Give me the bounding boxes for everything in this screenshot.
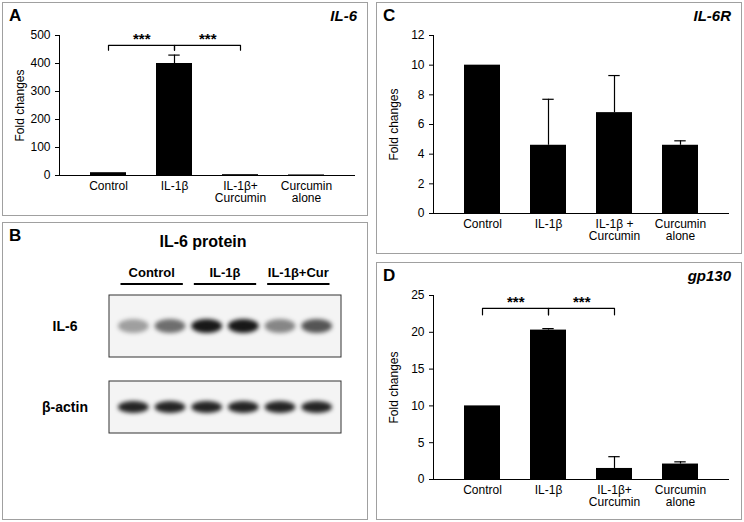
svg-text:2: 2 bbox=[418, 177, 425, 191]
svg-text:Fold changes: Fold changes bbox=[387, 88, 401, 160]
svg-text:8: 8 bbox=[418, 88, 425, 102]
svg-text:IL-1β +Curcumin: IL-1β +Curcumin bbox=[589, 217, 640, 243]
svg-text:***: *** bbox=[573, 293, 591, 310]
svg-text:6: 6 bbox=[418, 117, 425, 131]
svg-text:***: *** bbox=[507, 293, 525, 310]
svg-text:0: 0 bbox=[418, 206, 425, 220]
svg-text:IL-1β+Cur: IL-1β+Cur bbox=[268, 265, 329, 280]
svg-text:25: 25 bbox=[411, 288, 425, 302]
svg-text:Fold changes: Fold changes bbox=[387, 351, 401, 423]
svg-text:IL-1β+Curcumin: IL-1β+Curcumin bbox=[589, 483, 640, 509]
svg-text:Control: Control bbox=[129, 265, 175, 280]
html-text:gp130: gp130 bbox=[687, 267, 731, 284]
svg-text:Control: Control bbox=[463, 483, 502, 497]
svg-text:Control: Control bbox=[89, 179, 128, 193]
svg-text:5: 5 bbox=[418, 436, 425, 450]
svg-text:300: 300 bbox=[30, 84, 50, 98]
svg-text:10: 10 bbox=[411, 58, 425, 72]
svg-text:β-actin: β-actin bbox=[42, 399, 88, 415]
svg-text:***: *** bbox=[199, 30, 217, 47]
svg-text:100: 100 bbox=[30, 140, 50, 154]
svg-text:20: 20 bbox=[411, 325, 425, 339]
svg-text:200: 200 bbox=[30, 112, 50, 126]
svg-text:4: 4 bbox=[418, 147, 425, 161]
svg-text:IL-1β: IL-1β bbox=[161, 179, 189, 193]
svg-text:Fold changes: Fold changes bbox=[13, 69, 27, 141]
svg-text:***: *** bbox=[133, 30, 151, 47]
svg-text:IL-1β: IL-1β bbox=[535, 217, 563, 231]
svg-text:0: 0 bbox=[44, 168, 51, 182]
svg-text:IL-1β: IL-1β bbox=[535, 483, 563, 497]
svg-text:Control: Control bbox=[463, 217, 502, 231]
svg-text:15: 15 bbox=[411, 362, 425, 376]
html-text:IL-6R: IL-6R bbox=[693, 7, 731, 24]
svg-text:IL-1β+Curcumin: IL-1β+Curcumin bbox=[215, 179, 266, 205]
svg-text:12: 12 bbox=[411, 28, 425, 42]
svg-text:Curcuminalone: Curcuminalone bbox=[655, 483, 706, 509]
html-text:C: C bbox=[383, 6, 396, 25]
svg-text:Curcuminalone: Curcuminalone bbox=[281, 179, 332, 205]
svg-text:400: 400 bbox=[30, 56, 50, 70]
html-text:IL-6: IL-6 bbox=[330, 7, 357, 24]
svg-text:IL-6: IL-6 bbox=[53, 318, 78, 334]
html-text:A: A bbox=[9, 6, 22, 25]
html-text:B: B bbox=[9, 226, 22, 245]
svg-text:IL-1β: IL-1β bbox=[209, 265, 240, 280]
svg-text:10: 10 bbox=[411, 399, 425, 413]
svg-text:500: 500 bbox=[30, 28, 50, 42]
html-text:D: D bbox=[383, 266, 396, 285]
svg-text:Curcuminalone: Curcuminalone bbox=[655, 217, 706, 243]
svg-text:0: 0 bbox=[418, 472, 425, 486]
svg-text:IL-6 protein: IL-6 protein bbox=[159, 233, 246, 250]
